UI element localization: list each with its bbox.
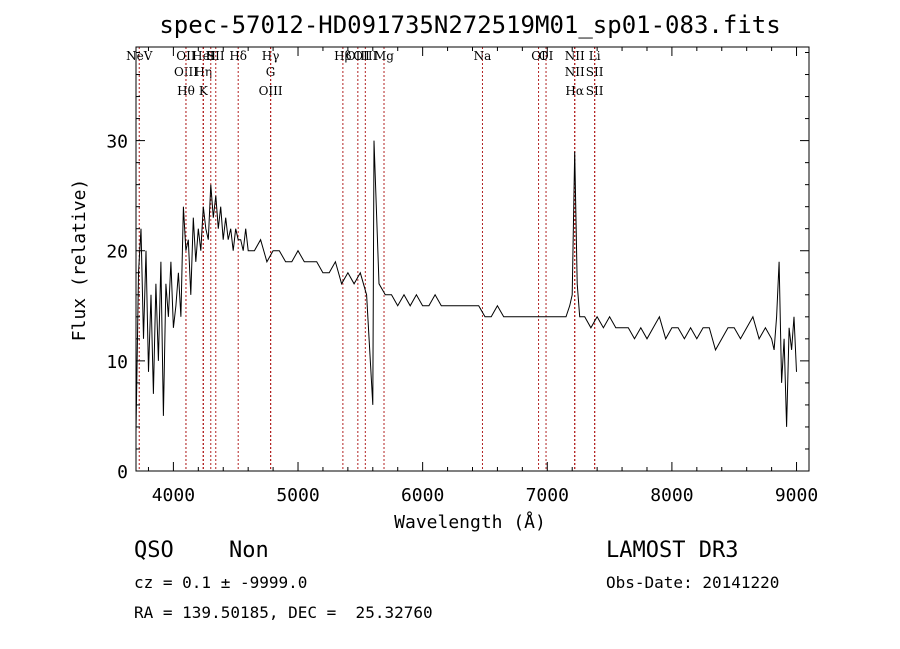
coordinates: RA = 139.50185, DEC = 25.32760 [134,603,433,622]
plot-frame [135,46,810,472]
emission-line-label: OI [539,49,554,63]
y-tick-label: 20 [106,242,128,263]
emission-line-label: Hθ [177,84,195,98]
emission-line-label: OI [531,49,546,63]
object-subclass: Non [229,538,269,563]
x-axis-label: Wavelength (Å) [394,511,546,533]
emission-line-label: SII [207,49,225,63]
spectrum-series-line [135,140,797,433]
redshift-readout: cz = 0.1 ± -9999.0 [134,573,308,592]
x-tick-label: 7000 [526,485,569,506]
emission-line-label: H [206,49,216,63]
emission-line-label: Hα [565,84,584,98]
emission-line-label: Mg [374,49,394,63]
x-tick-label: 8000 [650,485,693,506]
y-tick-label: 0 [117,462,128,483]
x-tick-label: 4000 [152,485,195,506]
emission-line-label: Na [474,49,492,63]
x-tick-label: 9000 [775,485,818,506]
emission-line-label: NeV [126,49,153,63]
emission-line-label: Hδ [229,49,247,63]
survey-label: LAMOST DR3 [606,538,739,563]
x-tick-label: 5000 [276,485,319,506]
y-axis-label: Flux (relative) [69,179,90,342]
emission-line-label: K [199,84,209,98]
obs-date: Obs-Date: 20141220 [606,573,780,592]
object-class: QSO [134,538,174,563]
emission-line-label: SII [586,84,604,98]
emission-line-label: OIII [259,84,283,98]
emission-line-label: OIII [346,49,370,63]
y-tick-label: 10 [106,352,128,373]
x-tick-label: 6000 [401,485,444,506]
emission-line-label: Hβ [334,49,351,63]
emission-line-label: OIII [353,49,377,63]
y-tick-label: 30 [106,132,128,153]
chart-title: spec-57012-HD091735N272519M01_sp01-083.f… [159,11,780,39]
